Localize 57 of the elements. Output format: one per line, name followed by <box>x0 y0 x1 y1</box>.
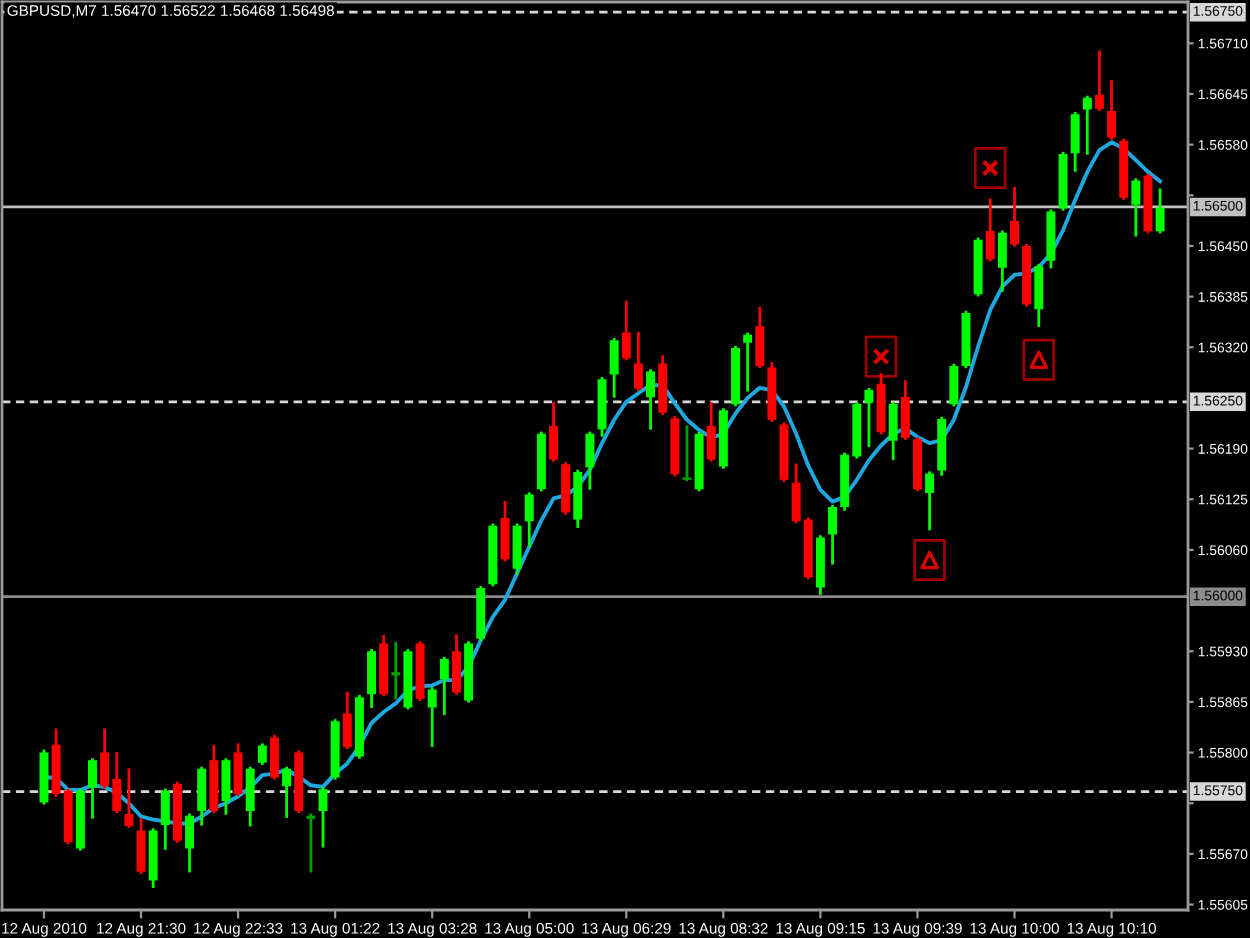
candlestick <box>646 369 656 430</box>
candlestick <box>1131 178 1141 237</box>
candlestick <box>997 230 1007 292</box>
candlestick <box>573 469 583 528</box>
candlestick <box>949 363 959 407</box>
candlestick <box>864 387 874 447</box>
point <box>1022 338 1056 381</box>
candlestick <box>985 198 995 262</box>
candlestick <box>706 402 716 462</box>
candlestick <box>1094 50 1104 111</box>
candlestick <box>391 642 401 700</box>
candlestick <box>743 332 753 392</box>
point <box>864 335 898 378</box>
candlestick <box>1155 188 1165 234</box>
candlestick <box>88 758 97 819</box>
candlestick <box>876 373 886 435</box>
point <box>913 539 946 582</box>
candlestick <box>658 355 668 415</box>
candlestick <box>342 691 352 750</box>
candlestick <box>270 734 279 780</box>
candlestick <box>925 471 935 531</box>
candlestick <box>318 787 328 848</box>
candlestick <box>512 523 522 575</box>
candlestick <box>682 425 692 482</box>
candlestick <box>828 504 838 565</box>
candlestick <box>549 402 558 462</box>
candlestick <box>185 813 195 873</box>
candlestick <box>1034 264 1044 327</box>
candlestick <box>755 306 765 369</box>
candlestick <box>633 331 643 391</box>
candlestick <box>221 758 231 815</box>
candlestick <box>621 300 631 361</box>
candlestick <box>124 768 134 828</box>
candlestick <box>900 380 910 440</box>
candlestick <box>282 766 292 818</box>
candlestick <box>160 788 170 850</box>
candlestick <box>1082 95 1092 155</box>
candlestick <box>233 743 243 797</box>
candlestick <box>245 766 255 827</box>
candlestick <box>1107 80 1117 140</box>
candlestick <box>585 431 595 490</box>
candlestick <box>1010 186 1019 247</box>
candlestick <box>1046 209 1056 269</box>
candlestick <box>561 462 571 515</box>
candlestick <box>524 492 534 548</box>
candlestick <box>439 656 449 715</box>
point <box>973 146 1007 190</box>
candlestick <box>367 649 377 708</box>
candlestick <box>197 766 207 826</box>
candlestick <box>427 687 437 747</box>
candlestick <box>451 634 461 695</box>
candlestick <box>609 338 619 398</box>
candlestick <box>257 743 267 765</box>
candlestick <box>306 813 316 873</box>
candlestick <box>136 818 146 874</box>
candlestick <box>1070 112 1080 172</box>
candlestick <box>888 402 898 461</box>
